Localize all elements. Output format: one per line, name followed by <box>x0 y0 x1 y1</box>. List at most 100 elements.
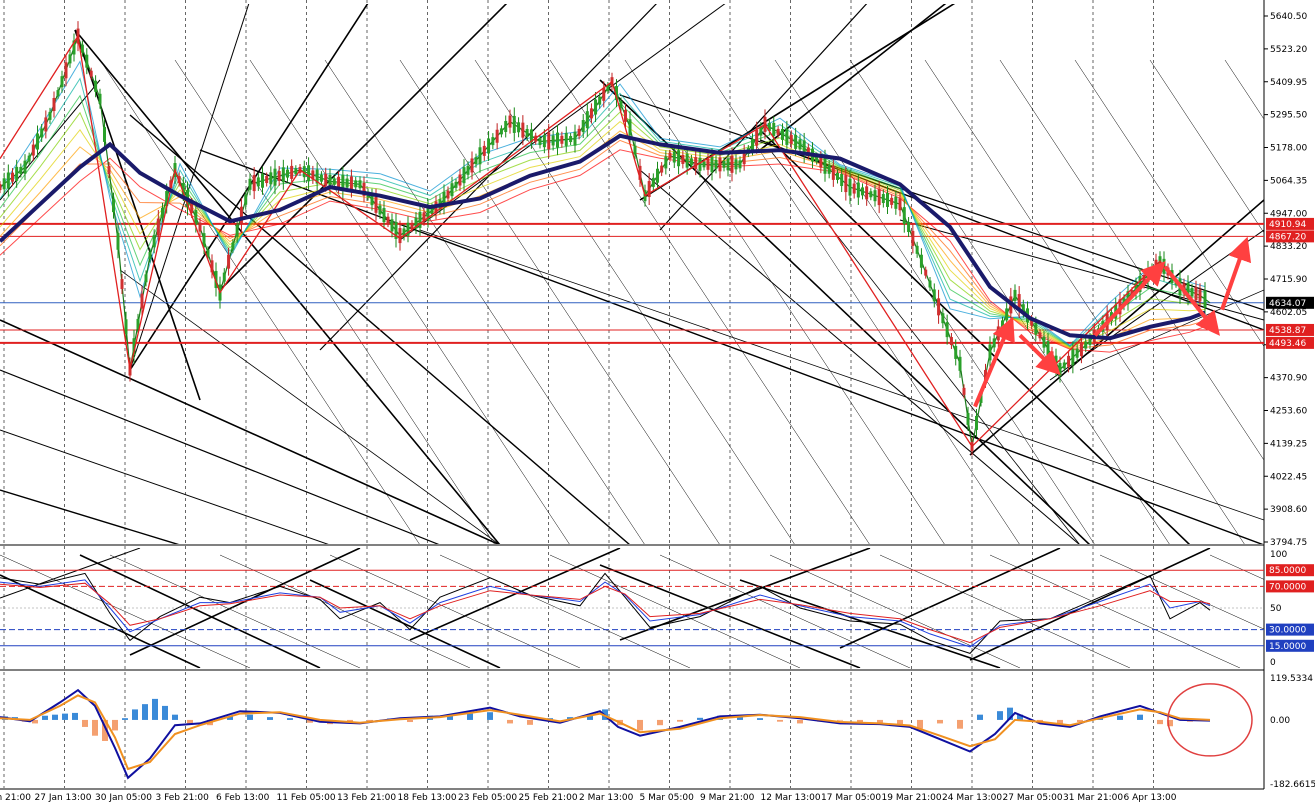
macd-histogram-bar <box>1077 719 1083 723</box>
candle-body <box>602 87 606 101</box>
candle-body <box>767 122 771 131</box>
y-tick-label: 5178.00 <box>1270 144 1307 154</box>
candle-body <box>794 134 798 149</box>
oscillator-trendline <box>969 548 1211 661</box>
candle-body <box>984 369 987 382</box>
candle-body <box>40 128 44 138</box>
oscillator-level-label: 70.0000 <box>1269 582 1306 592</box>
candle-body <box>499 128 503 135</box>
candle-body <box>1013 289 1017 301</box>
candle-body <box>966 412 970 425</box>
macd-histogram-bar <box>267 717 273 720</box>
candle-body <box>202 233 206 248</box>
candle-body <box>798 139 802 150</box>
macd-histogram-bar <box>637 719 643 731</box>
macd-histogram-bar <box>1017 714 1023 720</box>
candle-body <box>1058 363 1062 377</box>
candle-body <box>261 173 264 188</box>
candle-body <box>265 176 269 184</box>
candle-body <box>664 156 668 169</box>
candle-body <box>525 128 529 137</box>
forecast-arrow <box>1220 236 1252 311</box>
macd-histogram-bar <box>657 719 663 726</box>
candle-body <box>890 197 894 205</box>
oscillator-fan-line <box>329 554 581 668</box>
forecast-arrow <box>1093 261 1166 337</box>
candle-body <box>954 345 958 359</box>
trendline <box>619 94 1264 311</box>
candle-body <box>235 224 239 237</box>
candle-body <box>694 157 698 170</box>
trendline <box>399 4 726 241</box>
candle-body <box>598 96 602 105</box>
candle-body <box>992 338 996 348</box>
oscillator-level-label: 15.0000 <box>1269 642 1306 652</box>
oscillator-fan-line <box>1099 554 1264 630</box>
oscillator-series <box>0 579 1211 648</box>
candle-body <box>112 199 115 213</box>
candle-body <box>470 158 474 173</box>
candle-body <box>1005 308 1009 321</box>
candle-body <box>169 180 173 189</box>
candle-body <box>718 157 722 172</box>
candle-body <box>1038 332 1042 339</box>
macd-histogram-bar <box>527 719 533 725</box>
candle-body <box>398 228 402 244</box>
candle-body <box>382 208 386 223</box>
candle-body <box>48 111 52 120</box>
candle-body <box>430 206 434 214</box>
y-tick-label: 3908.60 <box>1270 505 1307 515</box>
oscillator-fan-line <box>0 554 251 668</box>
candle-body <box>1134 283 1138 295</box>
price-tag-label: 4910.94 <box>1269 220 1306 230</box>
candle-body <box>181 183 185 196</box>
candle-body <box>124 319 128 335</box>
forecast-arrow <box>1018 333 1061 376</box>
candle-body <box>672 151 676 163</box>
y-tick-label: 4947.00 <box>1270 209 1307 219</box>
macd-histogram-bar <box>877 719 883 723</box>
x-tick-label: 17 Mar 05:00 <box>821 793 881 803</box>
macd-histogram-bar <box>172 714 178 720</box>
price-tag <box>1266 336 1314 349</box>
candle-body <box>80 44 84 53</box>
candle-body <box>915 245 919 254</box>
candle-body <box>619 100 623 108</box>
candle-body <box>1198 289 1202 302</box>
candle-body <box>324 173 328 186</box>
candle-body <box>677 150 681 167</box>
macd-histogram-bar <box>487 712 493 720</box>
candle-body <box>239 206 243 224</box>
candle-body <box>19 167 23 175</box>
x-tick-label: 23 Feb 05:00 <box>458 793 517 803</box>
macd-histogram-bar <box>587 715 593 720</box>
trendline <box>199 149 1264 544</box>
y-tick-label: 4253.60 <box>1270 407 1307 417</box>
candle-body <box>341 174 345 191</box>
candle-body <box>785 128 789 145</box>
macd-histogram-bar <box>997 711 1003 720</box>
macd-histogram-bar <box>957 719 963 729</box>
candle-body <box>1079 342 1083 357</box>
trendline <box>639 169 1080 544</box>
candle-body <box>402 228 406 237</box>
candle-body <box>802 140 806 156</box>
candle-body <box>589 108 593 119</box>
candle-body <box>466 165 470 175</box>
macd-histogram-bar <box>797 719 803 724</box>
x-tick-label: 2 Mar 13:00 <box>579 793 634 803</box>
candle-body <box>840 174 844 187</box>
candle-body <box>907 222 911 233</box>
candle-body <box>446 190 450 199</box>
candle-body <box>422 212 426 222</box>
x-tick-label: 26 Jan 21:00 <box>0 793 31 803</box>
candle-body <box>886 192 889 207</box>
candle-body <box>865 186 869 200</box>
x-tick-label: 24 Mar 13:00 <box>942 793 1002 803</box>
macd-histogram-bar <box>777 719 783 722</box>
candle-body <box>442 191 446 207</box>
candle-body <box>1067 355 1071 367</box>
price-tag-label: 4634.07 <box>1269 299 1306 309</box>
